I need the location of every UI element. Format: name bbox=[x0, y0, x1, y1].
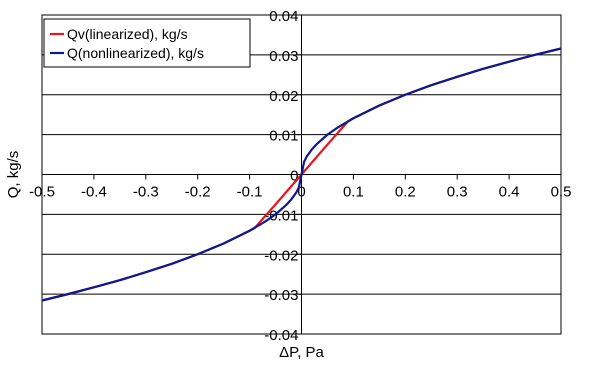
tick-labels: -0.5 -0.4 -0.3 -0.2 -0.1 0 0.1 0.2 0.3 0.4 0.5 -0.0… bbox=[29, 8, 571, 344]
x-tick-label: -0.5 bbox=[29, 184, 55, 201]
y-tick-label: -0.04 bbox=[264, 327, 298, 344]
x-tick-label: -0.4 bbox=[81, 184, 107, 201]
y-tick-label: 0.02 bbox=[269, 88, 298, 105]
y-tick-label: -0.02 bbox=[264, 247, 298, 264]
series-layer bbox=[41, 47, 562, 302]
legend: Qv(linearized), kg/s Q(nonlinearized), kg… bbox=[43, 18, 251, 68]
y-tick-label: 0.01 bbox=[269, 128, 298, 145]
x-tick-label: 0.5 bbox=[551, 184, 572, 201]
y-tick-label: 0.03 bbox=[269, 48, 298, 65]
y-tick-label: 0.04 bbox=[269, 8, 298, 25]
series-line-nonlinearized bbox=[41, 47, 562, 302]
x-tick-label: -0.2 bbox=[185, 184, 211, 201]
y-tick-label: -0.03 bbox=[264, 287, 298, 304]
x-tick-label: 0.3 bbox=[447, 184, 468, 201]
y-axis-title: Q, kg/s bbox=[5, 151, 22, 199]
legend-box bbox=[43, 18, 251, 68]
x-tick-label: 0 bbox=[297, 184, 305, 201]
x-axis-title: ΔP, Pa bbox=[279, 344, 324, 361]
y-tick-label: 0 bbox=[290, 168, 298, 185]
x-tick-label: 0.4 bbox=[499, 184, 520, 201]
legend-entry: Qv(linearized), kg/s bbox=[67, 26, 188, 42]
x-tick-label: 0.1 bbox=[343, 184, 364, 201]
legend-entry: Q(nonlinearized), kg/s bbox=[67, 45, 204, 61]
x-tick-label: 0.2 bbox=[395, 184, 416, 201]
x-tick-label: -0.3 bbox=[133, 184, 159, 201]
y-tick-label: -0.01 bbox=[264, 207, 298, 224]
x-tick-label: -0.1 bbox=[237, 184, 263, 201]
